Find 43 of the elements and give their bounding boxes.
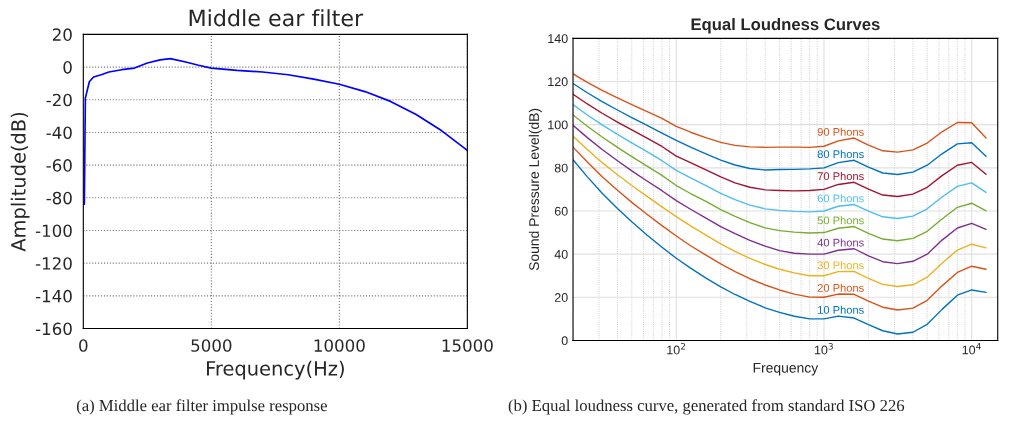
series-label: 50 Phons [817, 216, 864, 225]
y-tick-label: -100 [35, 224, 72, 238]
text: (b) Equal loudness curve, generated from standard ISO 226 [508, 399, 905, 415]
y-tick-label: 100 [548, 120, 568, 130]
y-tick-label: 140 [548, 34, 568, 44]
series-label: 20 Phons [817, 283, 864, 292]
y-tick-label: -80 [46, 191, 72, 205]
y-tick-label: -140 [35, 289, 72, 303]
series-label: 80 Phons [817, 149, 864, 159]
series-label: 30 Phons [817, 261, 864, 270]
x-tick-label: 0 [79, 339, 88, 352]
y-tick-label: -60 [46, 159, 72, 172]
y-tick-label: -120 [35, 257, 72, 270]
x-tick-label: 10$^{4}$ [962, 343, 981, 355]
y-tick-label: -20 [46, 93, 72, 107]
y-tick-label: 40 [554, 249, 568, 259]
y-axis-title: Amplitude(dB) [10, 112, 30, 252]
y-axis-title: Sound Pressure Level(dB) [528, 108, 542, 271]
y-tick-label: 120 [548, 77, 568, 87]
y-tick-label: -160 [35, 322, 72, 336]
x-tick-label: 15000 [442, 339, 493, 352]
series-label: 40 Phons [817, 238, 864, 247]
y-tick-label: 80 [554, 163, 568, 173]
y-tick-label: 60 [554, 206, 568, 216]
x-tick-label: 5000 [191, 339, 232, 352]
x-tick-label: 10$^{3}$ [814, 343, 833, 355]
y-tick-label: -40 [46, 126, 72, 140]
series-label: 60 Phons [817, 194, 864, 203]
y-tick-label: 0 [63, 61, 72, 74]
x-tick-label: 10$^{2}$ [667, 343, 685, 355]
y-tick-label: 20 [52, 28, 72, 41]
x-tick-label: 10000 [314, 339, 365, 352]
chart-title: Equal Loudness Curves [691, 17, 880, 34]
x-axis-title: Frequency(Hz) [207, 360, 344, 380]
y-tick-label: 20 [554, 293, 568, 302]
line-series [83, 57, 468, 206]
line-series [573, 158, 987, 335]
series-label: 70 Phons [817, 171, 864, 181]
text: (a) Middle ear filter impulse response [76, 399, 327, 415]
x-axis-title: Frequency [753, 363, 819, 376]
series-label: 10 Phons [818, 305, 864, 314]
series-label: 90 Phons [817, 127, 864, 136]
chart-title: Middle ear filter [189, 9, 364, 27]
